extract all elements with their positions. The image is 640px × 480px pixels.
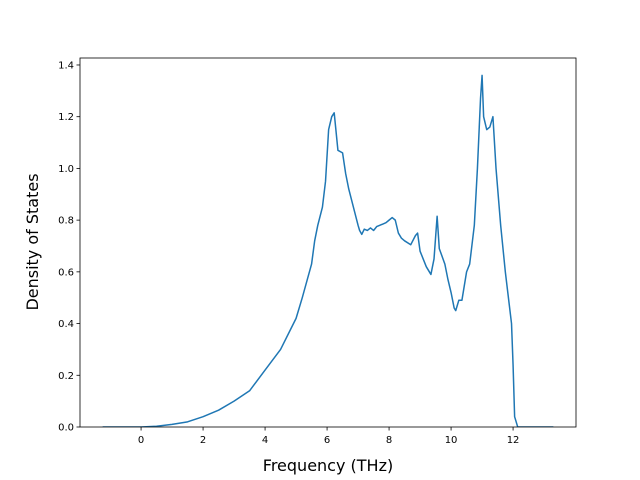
line-series <box>102 74 554 427</box>
x-tick-label: 12 <box>507 435 520 446</box>
y-tick-label: 1.2 <box>58 112 74 123</box>
y-tick-label: 0.6 <box>58 267 74 278</box>
y-tick-label: 0.0 <box>58 423 74 434</box>
x-tick-label: 4 <box>262 435 268 446</box>
x-tick-label: 6 <box>324 435 330 446</box>
y-tick-label: 1.4 <box>58 60 74 71</box>
y-tick-label: 1.0 <box>58 164 74 175</box>
y-tick-label: 0.2 <box>58 371 74 382</box>
y-tick-label: 0.8 <box>58 216 74 227</box>
x-tick-label: 8 <box>386 435 392 446</box>
y-tick-label: 0.4 <box>58 319 74 330</box>
x-tick-label: 10 <box>445 435 458 446</box>
y-axis-label: Density of States <box>23 173 42 310</box>
x-axis-label: Frequency (THz) <box>263 456 393 475</box>
plot-frame <box>79 57 577 428</box>
x-tick-label: 2 <box>200 435 206 446</box>
x-tick-label: 0 <box>138 435 144 446</box>
